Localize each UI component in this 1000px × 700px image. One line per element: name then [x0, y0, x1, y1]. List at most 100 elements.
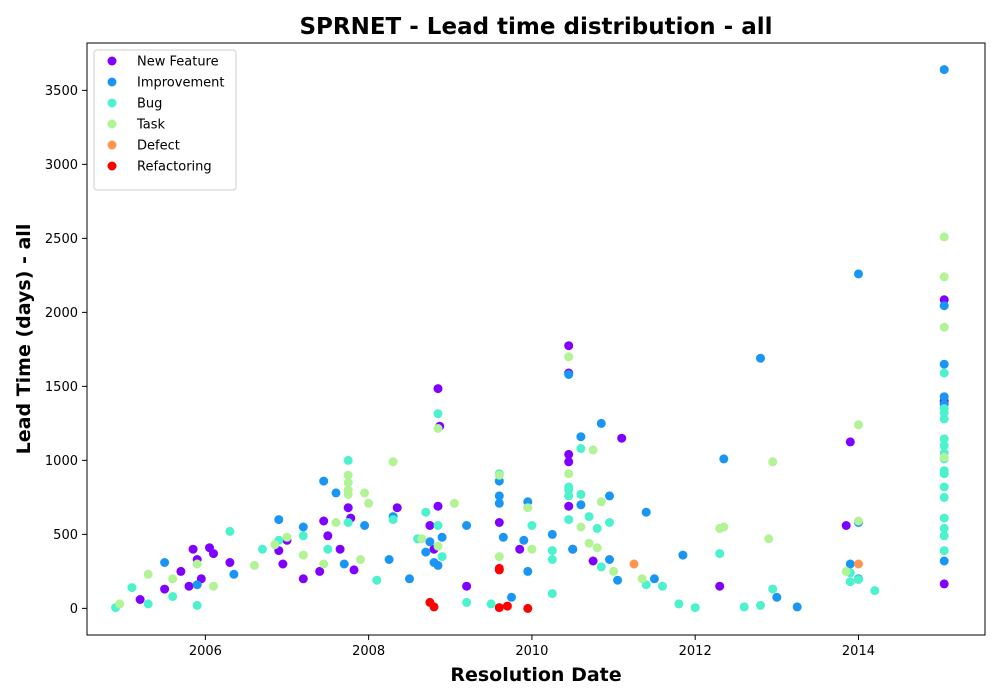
data-point	[274, 515, 284, 525]
data-point	[678, 550, 688, 560]
data-point	[939, 434, 949, 444]
legend-label: Bug	[137, 97, 162, 112]
y-axis: 0 500 1000 1500 2000 2500 3000 3500	[45, 84, 87, 617]
data-point	[715, 581, 725, 591]
data-point	[564, 515, 574, 525]
data-point	[939, 492, 949, 502]
data-point	[494, 518, 504, 527]
data-point	[768, 584, 778, 594]
legend-marker	[107, 140, 117, 150]
data-point	[433, 424, 443, 433]
data-point	[939, 359, 949, 369]
legend-label: New Feature	[137, 55, 219, 70]
data-point	[719, 454, 729, 464]
data-point	[433, 384, 443, 394]
plot-area	[111, 65, 949, 613]
data-point	[278, 559, 288, 569]
y-tick-label: 1000	[45, 454, 78, 469]
data-point	[437, 552, 447, 562]
data-point	[649, 574, 659, 584]
data-point	[433, 541, 443, 551]
data-point	[527, 544, 537, 554]
data-point	[584, 538, 594, 548]
data-point	[841, 566, 851, 576]
data-point	[605, 555, 614, 564]
data-point	[564, 457, 574, 467]
data-point	[592, 543, 602, 553]
data-point	[494, 491, 504, 501]
data-point	[372, 575, 382, 585]
data-point	[225, 558, 235, 567]
data-point	[564, 449, 574, 459]
data-point	[768, 457, 778, 467]
data-point	[939, 392, 949, 402]
data-point	[564, 491, 574, 501]
series-refactoring	[425, 563, 533, 613]
data-point	[486, 599, 496, 609]
data-point	[349, 565, 359, 575]
data-point	[343, 503, 353, 513]
data-point	[258, 544, 267, 554]
legend-label: Improvement	[137, 76, 224, 91]
data-point	[674, 599, 684, 609]
legend-marker	[107, 98, 117, 108]
x-axis: 2006 2008 2010 2012 2014	[189, 635, 875, 659]
data-point	[792, 602, 802, 612]
x-tick-label: 2012	[679, 644, 712, 659]
data-point	[433, 501, 443, 511]
data-point	[939, 513, 949, 523]
data-point	[939, 301, 949, 311]
data-point	[564, 501, 574, 511]
data-point	[319, 559, 329, 569]
legend-marker	[107, 161, 117, 171]
data-point	[596, 418, 606, 428]
data-point	[939, 65, 949, 75]
data-point	[854, 575, 863, 584]
data-point	[462, 521, 472, 530]
data-point	[209, 549, 218, 559]
data-point	[939, 482, 949, 492]
legend-box	[93, 49, 237, 191]
data-point	[939, 452, 949, 462]
data-point	[547, 555, 557, 564]
data-point	[939, 556, 949, 566]
data-point	[319, 516, 329, 526]
data-point	[192, 580, 202, 590]
data-point	[854, 420, 863, 430]
data-point	[270, 540, 280, 550]
data-point	[609, 566, 619, 576]
data-point	[605, 491, 614, 501]
data-point	[449, 498, 459, 508]
x-tick-label: 2008	[352, 644, 385, 659]
data-point	[845, 559, 855, 569]
data-point	[323, 531, 333, 541]
data-point	[576, 444, 586, 453]
data-point	[405, 574, 414, 584]
data-point	[437, 532, 447, 542]
data-point	[854, 516, 863, 526]
data-point	[433, 560, 443, 570]
data-point	[417, 534, 427, 544]
data-point	[498, 532, 508, 542]
data-point	[388, 457, 398, 467]
data-point	[315, 566, 325, 576]
data-point	[323, 544, 333, 554]
data-point	[421, 547, 431, 557]
legend-label: Refactoring	[137, 160, 212, 175]
data-point	[715, 549, 725, 559]
data-point	[462, 597, 472, 607]
data-point	[576, 500, 586, 510]
data-point	[939, 232, 949, 242]
data-point	[756, 600, 765, 610]
y-tick-label: 500	[53, 528, 78, 543]
data-point	[764, 534, 774, 544]
data-point	[527, 521, 537, 530]
legend-marker	[107, 77, 117, 87]
data-point	[160, 558, 170, 567]
data-point	[588, 556, 598, 566]
data-point	[719, 522, 729, 532]
data-point	[168, 574, 178, 584]
data-point	[870, 586, 880, 596]
data-point	[188, 544, 198, 554]
data-point	[584, 512, 594, 522]
